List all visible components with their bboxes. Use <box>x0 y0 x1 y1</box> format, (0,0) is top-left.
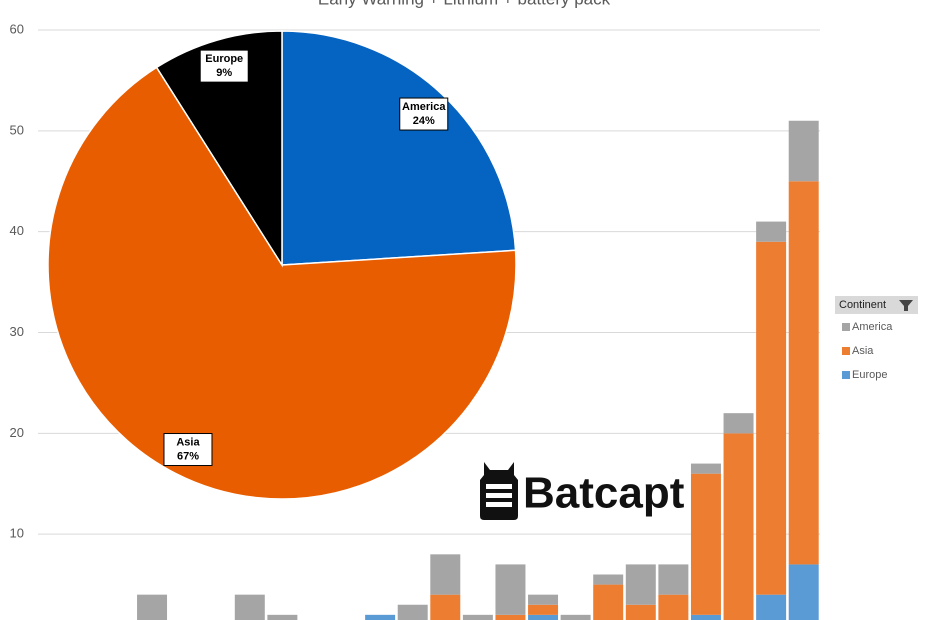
logo-icon <box>480 462 518 520</box>
pie-label-box <box>163 433 213 467</box>
bar-segment <box>528 594 559 605</box>
bar-segment <box>625 564 656 605</box>
legend-label: America <box>852 321 893 333</box>
legend-swatch <box>842 371 850 379</box>
bar-segment <box>267 614 298 620</box>
legend-swatch <box>842 323 850 331</box>
legend-label: Asia <box>852 345 874 357</box>
bar-segment <box>658 594 689 620</box>
bar-segment <box>560 614 591 620</box>
legend-header[interactable] <box>835 296 918 314</box>
bar-segment <box>495 614 526 620</box>
pie-label-name: America <box>402 101 446 113</box>
pie-label-value: 24% <box>413 115 435 127</box>
bars <box>137 120 819 620</box>
bar-segment <box>756 241 787 595</box>
bar-segment <box>690 463 721 474</box>
bar-segment <box>690 614 721 620</box>
bar-segment <box>788 564 819 620</box>
y-tick-label: 20 <box>10 425 24 440</box>
logo-icon-cell <box>486 484 512 489</box>
bar-segment <box>756 221 787 242</box>
bar-segment <box>234 594 265 620</box>
bar-segment <box>625 604 656 620</box>
legend-label: Europe <box>852 369 887 381</box>
pie-label-value: 9% <box>216 67 232 79</box>
bar-segment <box>430 594 461 620</box>
bar-segment <box>723 433 754 620</box>
pie-slice <box>281 30 517 266</box>
logo: Batcapt <box>480 462 685 520</box>
bar-segment <box>397 604 428 620</box>
legend-title: Continent <box>839 299 886 311</box>
legend-swatch <box>842 347 850 355</box>
bar-segment <box>593 574 624 585</box>
logo-icon-cell <box>486 502 512 507</box>
bar-segment <box>756 594 787 620</box>
logo-text: Batcapt <box>523 469 685 518</box>
bar-segment <box>137 594 168 620</box>
y-tick-label: 10 <box>10 526 24 541</box>
y-tick-label: 30 <box>10 324 24 339</box>
bar-segment <box>593 584 624 620</box>
logo-icon-cell <box>486 493 512 498</box>
pie-label-value: 67% <box>177 450 199 462</box>
bar-segment <box>658 564 689 595</box>
bar-segment <box>528 614 559 620</box>
legend: Continent America Asia Europe <box>835 296 918 381</box>
bar-segment <box>365 614 396 620</box>
filter-icon[interactable] <box>899 300 913 311</box>
bar-segment <box>788 120 819 182</box>
pie-label-name: Asia <box>176 436 200 448</box>
pie-label-box <box>199 49 249 83</box>
pie-label-name: Europe <box>205 53 243 65</box>
bar-segment <box>690 473 721 615</box>
bar-segment <box>430 554 461 595</box>
chart-title: Early Warning + Lithium + battery pack <box>318 0 611 8</box>
bar-segment <box>788 181 819 565</box>
bar-segment <box>528 604 559 615</box>
pie: America 24% Asia 67% Europe 9% <box>47 30 517 500</box>
bar-segment <box>495 564 526 615</box>
pie-slice <box>155 30 283 268</box>
bar-segment <box>462 614 493 620</box>
y-tick-label: 40 <box>10 223 24 238</box>
pie-slice <box>47 66 517 500</box>
pie-label-box <box>399 97 449 131</box>
y-tick-label: 50 <box>10 122 24 137</box>
y-tick-label: 60 <box>10 21 24 36</box>
bar-segment <box>723 413 754 434</box>
